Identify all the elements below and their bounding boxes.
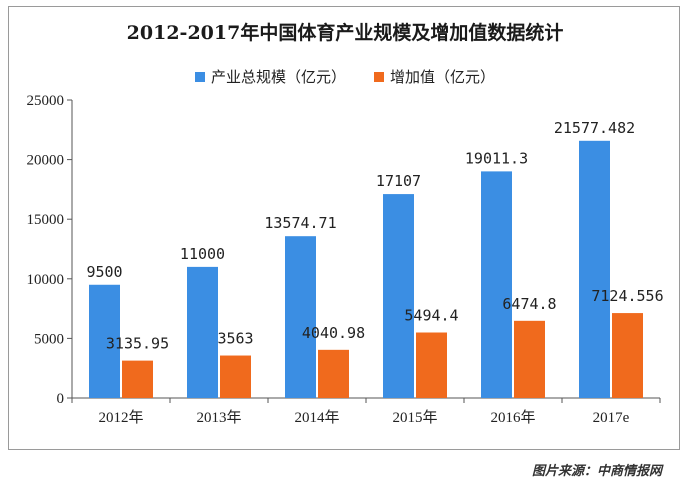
data-label-total: 21577.482 — [554, 119, 635, 137]
legend-label-total: 产业总规模（亿元） — [210, 68, 346, 86]
legend-swatch-total — [194, 71, 205, 82]
bar-total — [481, 171, 512, 398]
x-tick-label: 2015年 — [392, 409, 437, 426]
bar-value-added — [416, 332, 447, 398]
y-tick-label: 0 — [57, 391, 65, 407]
data-label-value-added: 6474.8 — [502, 295, 556, 313]
chart-legend: 产业总规模（亿元） 增加值（亿元） — [0, 66, 690, 87]
bar-value-added — [220, 355, 251, 398]
data-label-total: 11000 — [180, 245, 225, 263]
bar-value-added — [122, 360, 153, 398]
data-label-total: 13574.71 — [264, 214, 336, 232]
x-tick-label: 2014年 — [294, 409, 339, 426]
bar-total — [383, 194, 414, 398]
data-label-value-added: 7124.556 — [591, 287, 663, 305]
bar-value-added — [318, 349, 349, 398]
chart-title: 2012-2017年中国体育产业规模及增加值数据统计 — [126, 22, 564, 44]
x-tick-label: 2013年 — [196, 409, 241, 426]
bar-value-added — [514, 320, 545, 398]
bar-value-added — [612, 313, 643, 398]
bar-total — [187, 266, 218, 398]
data-label-value-added: 4040.98 — [302, 324, 365, 342]
data-label-value-added: 5494.4 — [404, 307, 458, 325]
x-tick-label: 2012年 — [98, 409, 143, 426]
legend-swatch-value-added — [374, 71, 384, 82]
bar-total — [89, 284, 120, 398]
source-note: 图片来源：中商情报网 — [531, 464, 662, 479]
bar-total — [579, 140, 610, 398]
data-label-total: 19011.3 — [465, 149, 528, 167]
y-tick-label: 5000 — [34, 331, 64, 347]
y-tick-label: 25000 — [27, 93, 65, 109]
x-tick-label: 2016年 — [490, 409, 535, 426]
y-tick-label: 10000 — [27, 272, 65, 288]
legend-item-value-added: 增加值（亿元） — [374, 66, 495, 87]
data-label-total: 17107 — [376, 172, 421, 190]
bar-total — [285, 236, 316, 398]
y-tick-label: 20000 — [27, 153, 65, 169]
legend-item-total: 产业总规模（亿元） — [194, 66, 346, 87]
x-tick-label: 2017e — [593, 410, 630, 426]
legend-label-value-added: 增加值（亿元） — [390, 68, 496, 86]
y-tick-label: 15000 — [27, 212, 65, 228]
data-label-value-added: 3563 — [217, 330, 253, 348]
data-label-total: 9500 — [86, 263, 122, 281]
data-label-value-added: 3135.95 — [106, 335, 169, 353]
